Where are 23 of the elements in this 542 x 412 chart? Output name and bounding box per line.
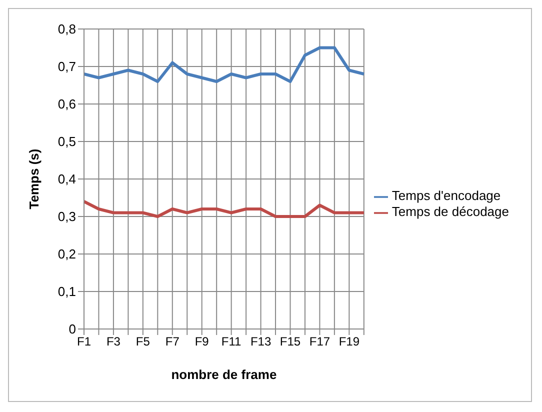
x-tick-label: F9 — [194, 334, 210, 349]
x-tick-label: F11 — [221, 334, 242, 349]
x-tick-label: F15 — [280, 334, 301, 349]
y-tick-label: 0,6 — [58, 96, 76, 112]
y-tick-label: 0,1 — [58, 284, 76, 300]
x-tick-label: F5 — [136, 334, 150, 349]
x-tick-label: F7 — [165, 334, 180, 349]
y-tick-label: 0,7 — [58, 59, 76, 74]
x-axis-title: nombre de frame — [171, 367, 277, 382]
y-tick-label: 0,2 — [58, 246, 76, 262]
legend-label: Temps de décodage — [392, 204, 509, 219]
y-tick-label: 0 — [68, 322, 76, 337]
y-tick-label: 0,4 — [58, 172, 76, 187]
y-tick-label: 0,8 — [58, 22, 76, 37]
y-tick-label: 0,5 — [58, 134, 76, 150]
x-tick-label: F17 — [309, 334, 330, 349]
x-tick-label: F13 — [250, 334, 272, 349]
x-tick-label: F3 — [106, 334, 121, 349]
x-tick-label: F19 — [338, 334, 360, 349]
y-tick-label: 0,3 — [58, 209, 76, 224]
legend-label: Temps d'encodage — [392, 188, 501, 204]
x-tick-label: F1 — [76, 334, 92, 349]
y-axis-title: Temps (s) — [26, 148, 42, 210]
